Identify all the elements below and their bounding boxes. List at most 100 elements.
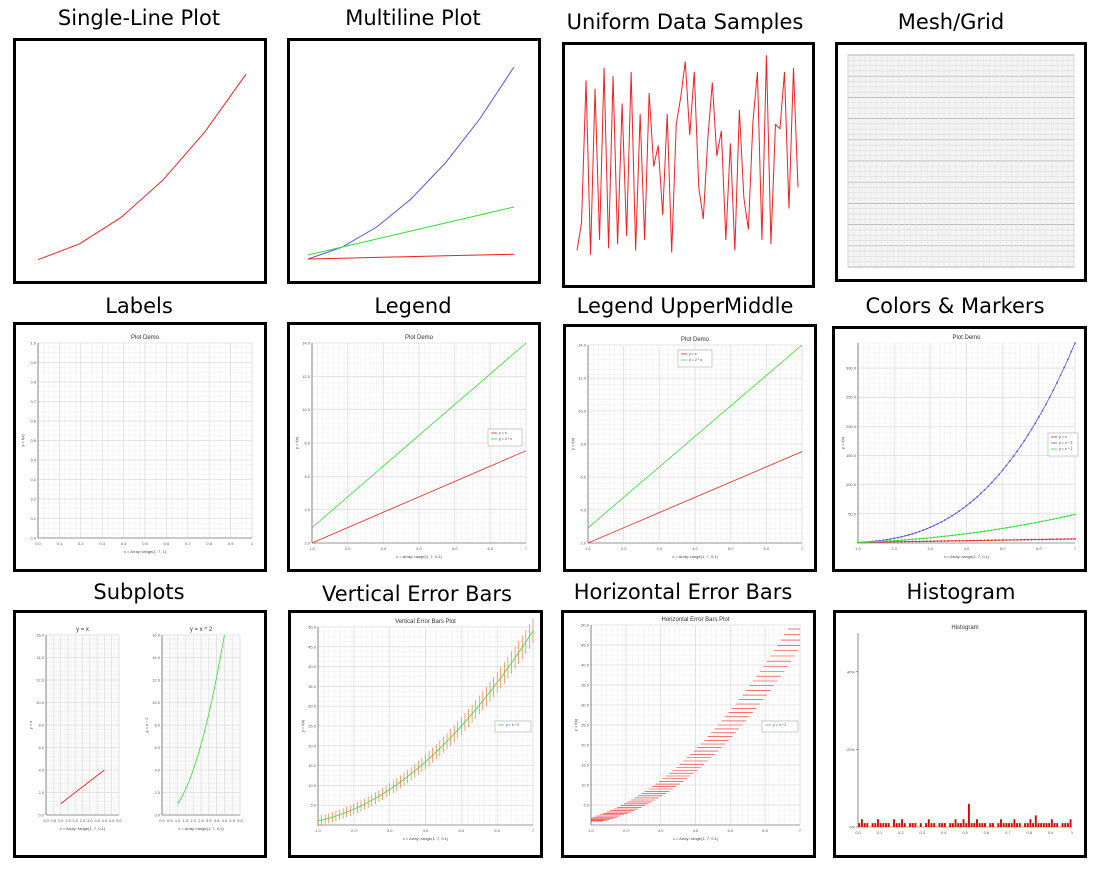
series-marker-2 [889,539,892,542]
series-marker-0 [1005,539,1008,541]
y-tick-label: 200.0 [846,424,857,429]
series-marker-1 [1016,450,1019,453]
series-marker-2 [914,538,917,540]
series-marker-1 [1045,403,1047,405]
x-tick-label: 0.6 [164,541,170,546]
y-tick-label: 8.0 [304,441,310,446]
histogram-bar [978,823,981,827]
series-marker-2 [951,534,953,537]
x-tick-label: 0.5 [51,818,57,823]
series-line-0 [177,634,225,804]
series-marker-1 [1070,350,1073,353]
x-tick-label: 5.0 [452,546,458,551]
y-axis-label: y = x ^ 2 [144,717,149,733]
series-marker-1 [994,477,997,480]
y-axis-label: y = x [28,721,33,730]
chart-title: Plot Demo [131,335,160,341]
y-tick-label: 2.0 [38,790,44,795]
series-marker-1 [976,495,979,498]
x-tick-label: 3.5 [214,818,220,823]
x-tick-label: 4.0 [416,546,422,551]
x-tick-label: 4.5 [109,818,115,823]
series-marker-2 [1001,527,1004,530]
mesh-grid-frame [835,42,1087,282]
histogram-bar [941,823,944,827]
x-tick-label: 5.0 [459,828,465,833]
x-tick-label: 0.6 [984,830,990,835]
panel-title-single-line: Single-Line Plot [57,6,221,30]
series-marker-2 [871,540,874,543]
y-axis-label: y = f(x) [840,436,845,449]
series-marker-2 [896,539,899,542]
x-tick-label: 0.3 [919,830,925,835]
x-tick-label: 1.0 [855,546,861,551]
series-marker-2 [922,537,924,540]
histogram-bar [914,823,917,827]
y-tick-label: 14.0 [36,655,45,660]
y-axis-label: y = f(x) [294,436,299,449]
y-tick-label: 10.0 [308,783,317,788]
series-marker-0 [1034,538,1037,541]
y-tick-label: 50.0 [581,623,590,628]
series-marker-1 [1037,416,1040,418]
series-marker-1 [1027,434,1029,436]
y-tick-label: 10.0 [302,407,311,412]
series-marker-0 [1001,539,1004,541]
histogram-bar [1053,823,1056,827]
x-tick-label: 1.0 [58,818,64,823]
series-marker-2 [936,536,939,538]
x-tick-label: 3.0 [657,546,663,551]
series-line-0 [311,450,527,544]
y-tick-label: 20.0 [581,743,590,748]
histogram-bar [1056,823,1059,827]
y-tick-label: 4.0 [580,508,586,513]
series-marker-2 [929,536,932,539]
series-line-0 [587,451,803,544]
series-marker-2 [933,536,935,539]
series-marker-1 [958,510,961,512]
histogram-bar [1002,823,1005,827]
panel-title-legend-uppermiddle: Legend UpperMiddle [576,294,794,318]
histogram-bar [1010,823,1013,827]
x-tick-label: 3.0 [658,828,664,833]
histogram-bar [933,823,936,827]
series-marker-2 [1009,526,1011,529]
histogram-bar [951,823,954,827]
histogram-bar [927,819,930,827]
legend-entry: y = x [499,431,507,435]
series-marker-2 [867,541,870,543]
series-marker-2 [969,532,972,535]
x-axis-label: x = Array::range(1, 7, 0.1) [178,826,224,831]
y-tick-label: 14.0 [302,341,311,346]
histogram-bar [1018,823,1021,827]
y-tick-label: 0.8 [30,380,36,385]
x-tick-label: 5.0 [728,546,734,551]
histogram-bar [925,823,928,827]
x-tick-label: 6.0 [1036,546,1042,551]
series-marker-1 [900,535,903,538]
legend-box [761,720,799,733]
y-tick-label: 45.0 [581,643,590,648]
y-axis-label: y = f(x) [570,437,575,450]
histogram-bar [1000,819,1002,827]
series-marker-2 [918,537,921,540]
x-tick-label: 5.0 [728,828,734,833]
panel-title-labels: Labels [105,294,173,318]
series-marker-0 [914,540,917,543]
histogram-bar [949,823,952,827]
y-tick-label: 2.0 [304,541,310,546]
y-tick-label: 0.4 [30,458,36,463]
y-tick-label: 6.0 [304,474,310,479]
x-tick-label: 0.2 [898,830,904,835]
labels-frame: Plot Demo 0.0 0.1 0.2 0.3 0.4 0.5 0.6 0.7 0.8 0.9 1… [13,322,267,572]
series-marker-1 [1063,366,1066,369]
x-tick-label: 0.4 [121,541,127,546]
x-tick-label: 0.1 [877,830,883,835]
series-marker-2 [972,531,975,534]
series-marker-1 [1009,460,1011,462]
y-tick-label: 4.0 [38,768,44,773]
series-marker-2 [1027,523,1029,525]
series-marker-1 [896,536,899,539]
series-marker-1 [1041,409,1044,412]
x-tick-label: 3.0 [387,828,393,833]
